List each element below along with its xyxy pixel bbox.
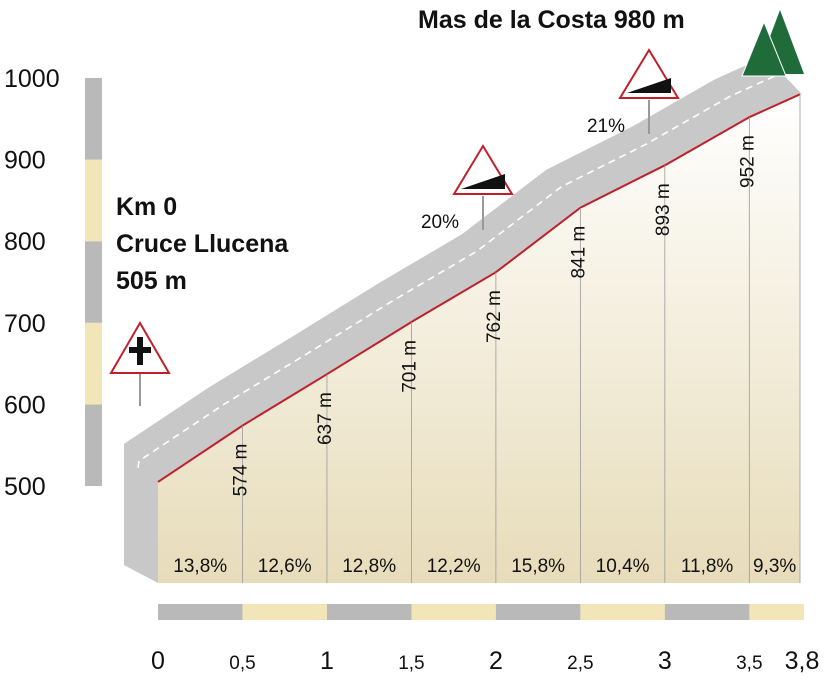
gradient-label: 12,6%: [258, 556, 312, 577]
y-tick-label: 900: [4, 147, 46, 175]
start-place-label: Cruce Llucena: [116, 230, 289, 258]
distance-band-segment: [326, 604, 416, 620]
gradient-label: 9,3%: [753, 556, 796, 577]
y-tick-label: 500: [4, 473, 46, 501]
summit-title: Mas de la Costa 980 m: [418, 6, 685, 34]
distance-band-segment: [580, 604, 669, 620]
x-tick-label: 1: [320, 647, 334, 675]
profile-area: [158, 94, 800, 583]
distance-band-segment: [664, 604, 754, 620]
altitude-band-segment: [85, 78, 102, 160]
altitude-point-label: 952 m: [737, 135, 758, 188]
altitude-band-segment: [85, 241, 102, 323]
gradient-label: 15,8%: [511, 556, 565, 577]
road-band: [124, 56, 802, 583]
altitude-scale-band: [85, 78, 102, 486]
gradient-label: 11,8%: [681, 556, 734, 577]
road-centerline: [137, 72, 782, 469]
altitude-point-label: 574 m: [230, 444, 251, 497]
distance-band-segment: [158, 604, 247, 620]
y-axis-tick-labels: 1000 900 800 700 600 500: [4, 65, 60, 501]
x-tick-label: 1,5: [398, 653, 424, 674]
x-tick-label: 2: [489, 647, 503, 675]
steep-grade-sign-icon: 21%: [587, 48, 680, 137]
y-tick-label: 700: [4, 310, 46, 338]
altitude-point-label: 701 m: [399, 340, 420, 393]
y-tick-label: 600: [4, 391, 46, 419]
pine-trees-icon: [741, 10, 804, 77]
crossroads-symbol: [129, 337, 151, 365]
steep-grade-sign-icon: 20%: [421, 144, 514, 233]
x-tick-label: 0: [151, 647, 165, 675]
grade-sign-label: 21%: [587, 116, 625, 137]
x-tick-label: 3,8: [785, 647, 820, 675]
x-tick-label: 0,5: [229, 653, 255, 674]
altitude-labels: 574 m 637 m 701 m 762 m 841 m 893 m 952 m: [230, 135, 758, 496]
distance-band-segment: [411, 604, 500, 620]
altitude-band-segment: [85, 322, 102, 405]
altitude-point-label: 762 m: [484, 290, 505, 343]
distance-band-segment: [242, 604, 331, 620]
distance-scale-band: [158, 604, 804, 620]
altitude-band-segment: [85, 404, 102, 486]
crossroads-sign-icon: [109, 321, 171, 406]
y-tick-label: 800: [4, 228, 46, 256]
grade-wedge: [461, 174, 505, 189]
road-signs: 20% 21%: [109, 48, 680, 406]
x-tick-label: 3,5: [736, 653, 762, 674]
altitude-point-label: 841 m: [568, 226, 589, 279]
tree-shape: [741, 20, 787, 77]
distance-band-segment: [495, 604, 585, 620]
grade-sign-label: 20%: [421, 212, 459, 233]
distance-band-segment: [749, 604, 804, 620]
x-tick-label: 3: [658, 647, 672, 675]
start-km-label: Km 0: [116, 193, 177, 221]
grade-wedge: [627, 78, 671, 93]
road-surface: [124, 56, 802, 583]
gradient-label: 12,8%: [342, 556, 396, 577]
altitude-point-label: 637 m: [315, 392, 336, 445]
gradient-label: 13,8%: [173, 556, 227, 577]
segment-dividers: [242, 94, 801, 583]
altitude-band-segment: [85, 159, 102, 242]
start-altitude-label: 505 m: [116, 267, 187, 295]
gradient-label: 10,4%: [596, 556, 650, 577]
altitude-point-label: 893 m: [653, 183, 674, 236]
y-tick-label: 1000: [4, 65, 60, 93]
x-axis-tick-labels: 0 0,5 1 1,5 2 2,5 3 3,5 3,8: [151, 647, 819, 675]
x-tick-label: 2,5: [567, 653, 593, 674]
gradient-label: 12,2%: [427, 556, 481, 577]
gradient-labels: 13,8% 12,6% 12,8% 12,2% 15,8% 10,4% 11,8% 9,3%: [173, 556, 796, 577]
